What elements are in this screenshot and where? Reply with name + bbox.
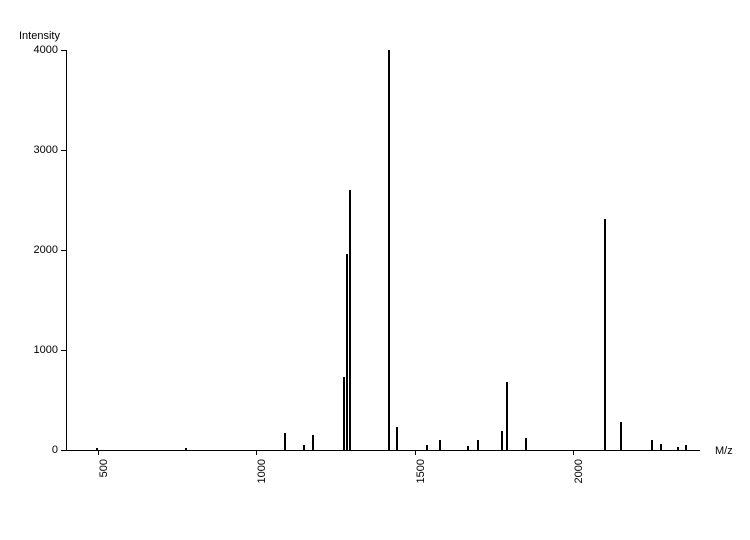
spectrum-peak <box>312 435 314 451</box>
x-tick <box>573 450 574 455</box>
x-axis-line <box>66 450 700 451</box>
spectrum-peak <box>660 444 662 450</box>
y-tick <box>61 350 66 351</box>
spectrum-peak <box>303 445 305 451</box>
spectrum-peak <box>426 445 428 450</box>
spectrum-peak <box>349 190 351 450</box>
spectrum-peak <box>501 431 503 451</box>
y-tick <box>61 50 66 51</box>
spectrum-peak <box>388 50 390 450</box>
x-tick <box>256 450 257 455</box>
spectrum-peak <box>620 422 622 450</box>
y-tick <box>61 150 66 151</box>
y-axis-line <box>66 50 67 450</box>
spectrum-peak <box>604 219 606 451</box>
y-tick <box>61 250 66 251</box>
spectrum-peak <box>185 448 187 451</box>
mass-spectrum-chart: Intensity M/z 0 1000 2000 3000 4000 500 1000 15… <box>0 0 750 540</box>
spectrum-peak <box>506 382 508 451</box>
y-tick-label: 4000 <box>34 44 58 56</box>
y-tick <box>61 450 66 451</box>
spectrum-peak <box>651 440 653 450</box>
spectrum-peak <box>685 445 687 451</box>
y-tick-label: 0 <box>52 444 58 456</box>
y-tick-label: 1000 <box>34 344 58 356</box>
spectrum-peak <box>346 254 348 450</box>
x-tick-label: 500 <box>98 459 110 499</box>
spectrum-peak <box>396 427 398 450</box>
x-tick-label: 2000 <box>573 459 585 499</box>
spectrum-peak <box>96 448 98 451</box>
x-tick-label: 1500 <box>415 459 427 499</box>
spectrum-peak <box>477 440 479 451</box>
spectrum-peak <box>525 438 527 451</box>
x-tick-label: 1000 <box>256 459 268 499</box>
spectrum-peak <box>677 447 679 450</box>
x-tick <box>98 450 99 455</box>
spectrum-peak <box>439 440 441 451</box>
spectrum-peak <box>284 433 286 451</box>
x-axis-title: M/z <box>715 445 733 457</box>
y-axis-title: Intensity <box>19 30 60 42</box>
y-tick-label: 2000 <box>34 244 58 256</box>
x-tick <box>415 450 416 455</box>
spectrum-peak <box>467 446 469 450</box>
y-tick-label: 3000 <box>34 144 58 156</box>
